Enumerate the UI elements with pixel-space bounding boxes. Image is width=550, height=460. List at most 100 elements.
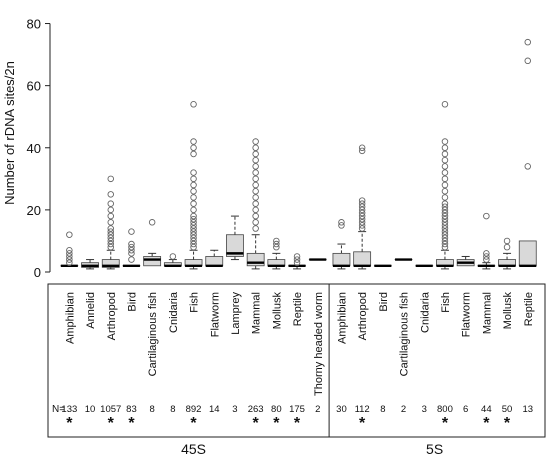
outlier-point (253, 226, 259, 232)
outlier-point (504, 244, 510, 250)
box (144, 256, 161, 265)
n-value: 6 (463, 404, 468, 415)
outlier-point (108, 192, 114, 198)
significance-star: * (128, 415, 135, 432)
significance-star: * (66, 415, 73, 432)
category-label: Thorny headed worm (313, 292, 325, 396)
significance-star: * (294, 415, 301, 432)
n-row-label: N= (52, 404, 65, 415)
category-label: Fish (440, 292, 452, 313)
category-label: Annelid (85, 292, 97, 329)
outlier-point (525, 164, 531, 170)
y-tick-label: 60 (27, 79, 41, 94)
significance-star: * (190, 415, 197, 432)
outlier-point (442, 139, 448, 145)
category-label: Cnidaria (419, 291, 431, 333)
outlier-point (191, 139, 197, 145)
category-label: Reptile (292, 292, 304, 326)
category-label: Arthropod (106, 292, 118, 340)
significance-star: * (359, 415, 366, 432)
category-label: Mollusk (502, 292, 514, 330)
outlier-point (504, 238, 510, 244)
outlier-point (253, 213, 259, 219)
outlier-point (442, 157, 448, 163)
category-label: Flatworm (461, 292, 473, 337)
category-label: Bird (378, 292, 390, 312)
box (354, 252, 371, 266)
category-label: Fish (189, 292, 201, 313)
outlier-point (442, 176, 448, 182)
category-label: Cartilaginous fish (399, 292, 411, 376)
outlier-point (253, 164, 259, 170)
n-value: 50 (502, 404, 513, 415)
box (333, 253, 350, 265)
significance-star: * (483, 415, 490, 432)
y-tick-label: 80 (27, 17, 41, 32)
n-value: 8 (150, 404, 155, 415)
n-value: 44 (481, 404, 492, 415)
category-table: Amphibian133*Annelid10Arthropod1057*Bird… (48, 284, 545, 455)
category-label: Mammal (481, 292, 493, 334)
n-value: 3 (232, 404, 237, 415)
box (519, 241, 536, 266)
outlier-point (191, 176, 197, 182)
outlier-point (149, 220, 155, 226)
outlier-point (170, 254, 176, 260)
outlier-point (253, 195, 259, 201)
n-value: 892 (186, 404, 202, 415)
outlier-point (442, 164, 448, 170)
outlier-point (253, 139, 259, 145)
plot-layer (61, 39, 536, 269)
outlier-point (484, 213, 490, 219)
outlier-point (442, 195, 448, 201)
n-value: 2 (315, 404, 320, 415)
outlier-point (108, 176, 114, 182)
n-value: 80 (271, 404, 282, 415)
outlier-point (108, 207, 114, 213)
n-value: 14 (209, 404, 220, 415)
n-value: 3 (422, 404, 427, 415)
category-label: Arthropod (357, 292, 369, 340)
y-tick-label: 0 (34, 265, 41, 280)
outlier-point (253, 207, 259, 213)
n-value: 112 (355, 404, 370, 415)
outlier-point (191, 195, 197, 201)
significance-star: * (108, 415, 115, 432)
y-axis-label: Number of rDNA sites/2n (2, 61, 17, 205)
outlier-point (129, 229, 135, 235)
category-label: Cartilaginous fish (147, 292, 159, 376)
outlier-point (67, 232, 73, 238)
n-value: 2 (401, 404, 406, 415)
outlier-point (253, 157, 259, 163)
box (247, 253, 264, 265)
outlier-point (253, 220, 259, 226)
outlier-point (525, 58, 531, 64)
category-label: Bird (126, 292, 138, 312)
outlier-point (108, 220, 114, 226)
n-value: 175 (289, 404, 305, 415)
category-label: Cnidaria (168, 291, 180, 333)
group-label: 5S (426, 441, 443, 455)
significance-star: * (442, 415, 449, 432)
outlier-point (191, 188, 197, 194)
n-value: 10 (85, 404, 96, 415)
outlier-point (191, 101, 197, 107)
outlier-point (191, 182, 197, 188)
n-value: 800 (437, 404, 453, 415)
n-value: 13 (522, 404, 533, 415)
n-value: 1057 (100, 404, 121, 415)
n-value: 8 (380, 404, 385, 415)
n-value: 263 (248, 404, 264, 415)
n-value: 8 (170, 404, 175, 415)
outlier-point (442, 182, 448, 188)
outlier-point (253, 176, 259, 182)
outlier-point (253, 201, 259, 207)
category-label: Mammal (251, 292, 263, 334)
outlier-point (442, 145, 448, 151)
outlier-point (442, 151, 448, 157)
category-label: Amphibian (336, 292, 348, 344)
outlier-point (191, 151, 197, 157)
category-label: Lamprey (230, 292, 242, 335)
